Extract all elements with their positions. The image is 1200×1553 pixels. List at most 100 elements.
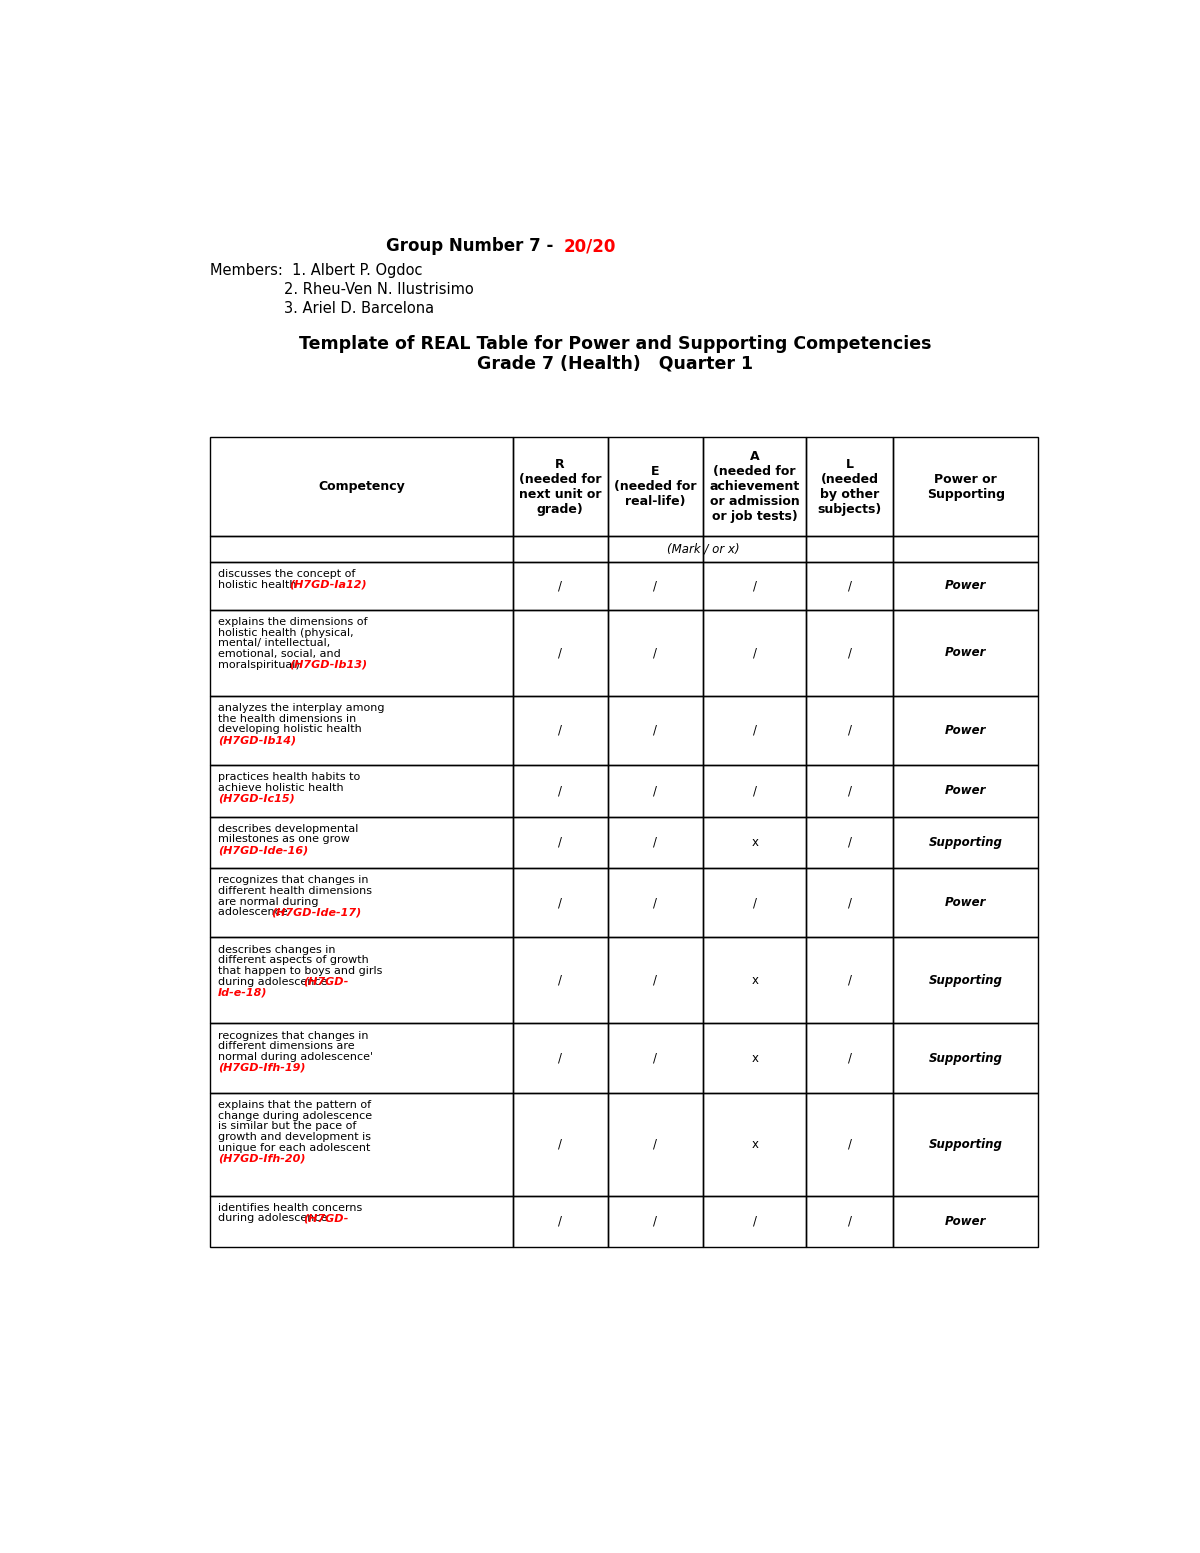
Text: Power: Power [946, 784, 986, 797]
Bar [893, 1196, 1038, 1247]
Text: /: / [558, 784, 562, 797]
Text: L
(needed
by other
subjects): L (needed by other subjects) [817, 458, 882, 516]
Text: are normal during: are normal during [218, 896, 318, 907]
Bar [210, 1023, 512, 1093]
Text: /: / [653, 1051, 658, 1065]
Bar [806, 868, 893, 938]
Bar [893, 610, 1038, 696]
Text: explains the dimensions of: explains the dimensions of [218, 617, 367, 627]
Text: Group Number 7 -: Group Number 7 - [386, 238, 559, 255]
Text: /: / [848, 896, 852, 909]
Text: Power: Power [946, 1214, 986, 1228]
Text: identifies health concerns: identifies health concerns [218, 1202, 362, 1213]
Text: moralspiritual): moralspiritual) [218, 660, 304, 669]
Bar [806, 696, 893, 766]
Text: (H7GD-Ib13): (H7GD-Ib13) [289, 660, 367, 669]
Bar [607, 562, 703, 610]
Text: A
(needed for
achievement
or admission
or job tests): A (needed for achievement or admission o… [709, 450, 799, 523]
Text: (H7GD-Ifh-20): (H7GD-Ifh-20) [218, 1154, 305, 1163]
Bar [893, 438, 1038, 536]
Text: that happen to boys and girls: that happen to boys and girls [218, 966, 383, 975]
Bar [806, 1196, 893, 1247]
Bar [703, 696, 806, 766]
Text: developing holistic health: developing holistic health [218, 724, 361, 735]
Bar [512, 766, 607, 817]
Text: /: / [848, 579, 852, 592]
Text: /: / [558, 1051, 562, 1065]
Bar [210, 438, 512, 536]
Text: normal during adolescence': normal during adolescence' [218, 1051, 373, 1062]
Text: /: / [752, 784, 757, 797]
Bar [210, 610, 512, 696]
Bar [703, 562, 806, 610]
Text: (H7GD-Ifh-19): (H7GD-Ifh-19) [218, 1062, 305, 1073]
Bar [893, 1093, 1038, 1196]
Bar [607, 938, 703, 1023]
Bar [607, 610, 703, 696]
Text: /: / [558, 896, 562, 909]
Text: /: / [848, 1138, 852, 1151]
Bar [806, 562, 893, 610]
Text: Power: Power [946, 646, 986, 658]
Text: (H7GD-Ia12): (H7GD-Ia12) [289, 579, 367, 590]
Bar [210, 536, 512, 562]
Text: /: / [653, 836, 658, 849]
Text: Supporting: Supporting [929, 1051, 1003, 1065]
Text: /: / [848, 974, 852, 986]
Text: describes developmental: describes developmental [218, 823, 359, 834]
Text: /: / [752, 579, 757, 592]
Text: /: / [653, 724, 658, 738]
Bar [607, 817, 703, 868]
Bar [512, 1196, 607, 1247]
Text: describes changes in: describes changes in [218, 944, 335, 955]
Text: x: x [751, 974, 758, 986]
Bar [512, 610, 607, 696]
Text: during adolescence: during adolescence [218, 1213, 331, 1224]
Text: milestones as one grow: milestones as one grow [218, 834, 349, 845]
Text: (H7GD-: (H7GD- [302, 1213, 348, 1224]
Text: /: / [848, 724, 852, 738]
Bar [512, 438, 607, 536]
Text: Power: Power [946, 579, 986, 592]
Text: explains that the pattern of: explains that the pattern of [218, 1100, 371, 1110]
Bar [512, 938, 607, 1023]
Text: (H7GD-Ide-17): (H7GD-Ide-17) [271, 907, 362, 918]
Text: 3. Ariel D. Barcelona: 3. Ariel D. Barcelona [210, 301, 434, 315]
Bar [893, 868, 1038, 938]
Bar [703, 610, 806, 696]
Text: 2. Rheu-Ven N. Ilustrisimo: 2. Rheu-Ven N. Ilustrisimo [210, 281, 474, 297]
Text: /: / [752, 646, 757, 658]
Text: unique for each adolescent: unique for each adolescent [218, 1143, 371, 1152]
Bar [512, 1023, 607, 1093]
Text: holistic health (physical,: holistic health (physical, [218, 627, 354, 638]
Text: Grade 7 (Health)   Quarter 1: Grade 7 (Health) Quarter 1 [476, 354, 754, 373]
Bar [703, 817, 806, 868]
Bar [893, 1023, 1038, 1093]
Text: /: / [653, 896, 658, 909]
Text: Template of REAL Table for Power and Supporting Competencies: Template of REAL Table for Power and Sup… [299, 335, 931, 353]
Text: the health dimensions in: the health dimensions in [218, 714, 356, 724]
Bar [512, 817, 607, 868]
Text: different dimensions are: different dimensions are [218, 1042, 354, 1051]
Bar [806, 438, 893, 536]
Bar [512, 868, 607, 938]
Bar [806, 536, 893, 562]
Text: x: x [751, 836, 758, 849]
Bar [210, 1196, 512, 1247]
Text: holistic health: holistic health [218, 579, 300, 590]
Text: (H7GD-: (H7GD- [302, 977, 348, 986]
Text: /: / [653, 646, 658, 658]
Text: /: / [558, 1138, 562, 1151]
Text: /: / [558, 1214, 562, 1228]
Bar [210, 696, 512, 766]
Bar [210, 938, 512, 1023]
Bar [512, 696, 607, 766]
Text: /: / [558, 974, 562, 986]
Bar [806, 938, 893, 1023]
Text: during adolescence: during adolescence [218, 977, 331, 986]
Bar [210, 562, 512, 610]
Text: /: / [558, 579, 562, 592]
Text: Power: Power [946, 896, 986, 909]
Text: achieve holistic health: achieve holistic health [218, 783, 343, 794]
Text: mental/ intellectual,: mental/ intellectual, [218, 638, 330, 648]
